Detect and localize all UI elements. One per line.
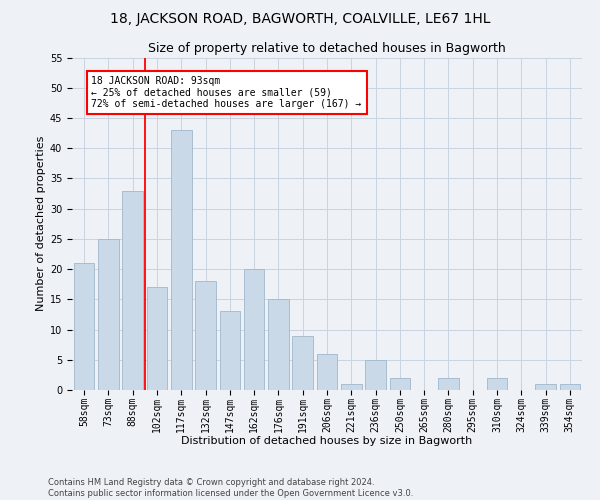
Bar — [171, 130, 191, 390]
Bar — [535, 384, 556, 390]
Bar — [560, 384, 580, 390]
Bar — [195, 281, 216, 390]
Bar — [389, 378, 410, 390]
Title: Size of property relative to detached houses in Bagworth: Size of property relative to detached ho… — [148, 42, 506, 55]
Bar — [268, 300, 289, 390]
Bar — [98, 239, 119, 390]
Y-axis label: Number of detached properties: Number of detached properties — [35, 136, 46, 312]
X-axis label: Distribution of detached houses by size in Bagworth: Distribution of detached houses by size … — [181, 436, 473, 446]
Bar — [146, 287, 167, 390]
Bar — [438, 378, 459, 390]
Text: 18 JACKSON ROAD: 93sqm
← 25% of detached houses are smaller (59)
72% of semi-det: 18 JACKSON ROAD: 93sqm ← 25% of detached… — [91, 76, 362, 109]
Text: 18, JACKSON ROAD, BAGWORTH, COALVILLE, LE67 1HL: 18, JACKSON ROAD, BAGWORTH, COALVILLE, L… — [110, 12, 490, 26]
Bar — [365, 360, 386, 390]
Text: Contains HM Land Registry data © Crown copyright and database right 2024.
Contai: Contains HM Land Registry data © Crown c… — [48, 478, 413, 498]
Bar — [74, 263, 94, 390]
Bar — [487, 378, 508, 390]
Bar — [341, 384, 362, 390]
Bar — [244, 269, 265, 390]
Bar — [220, 312, 240, 390]
Bar — [122, 190, 143, 390]
Bar — [317, 354, 337, 390]
Bar — [292, 336, 313, 390]
